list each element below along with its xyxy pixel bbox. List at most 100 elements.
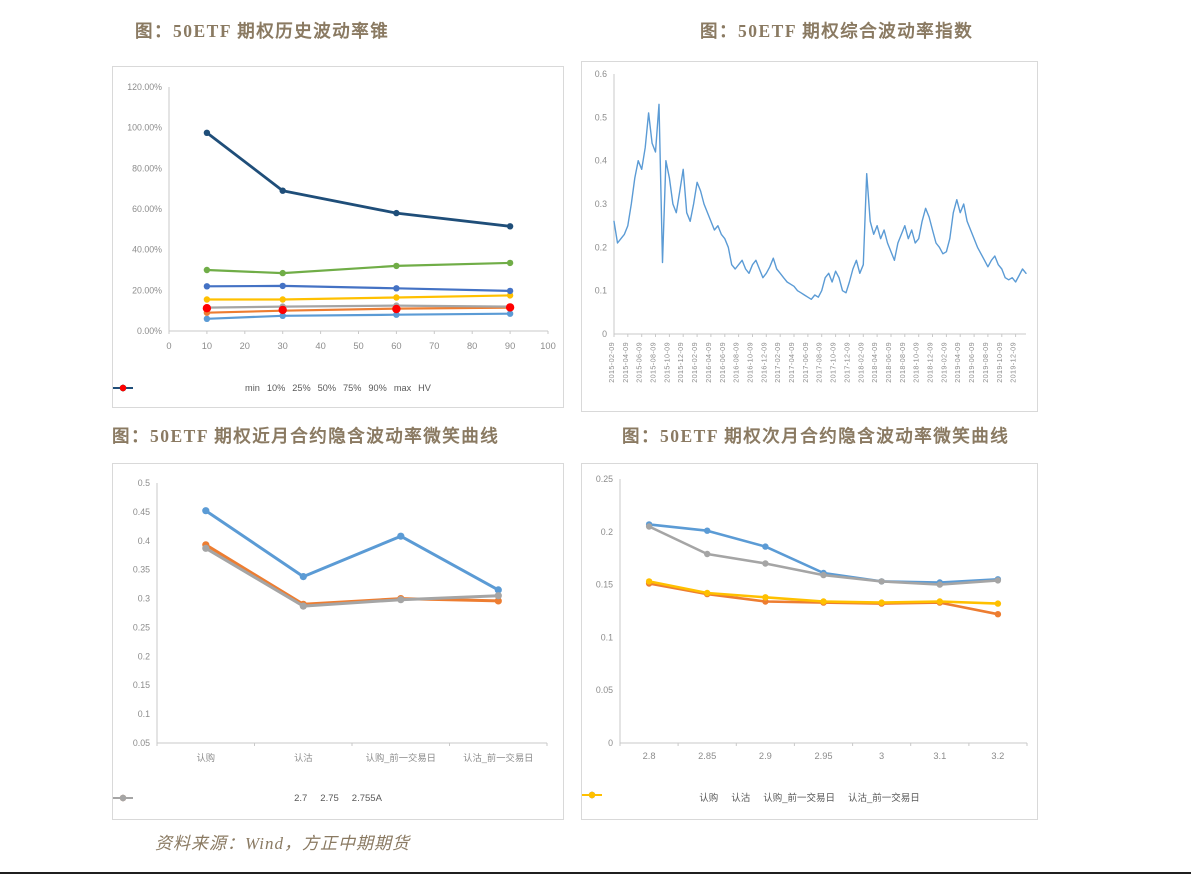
svg-text:2016-10-09: 2016-10-09 <box>746 342 755 383</box>
y-axis-labels: 0.00% 20.00% 40.00% 60.00% 80.00% 100.00% 120.… <box>127 82 162 336</box>
svg-text:2015-06-09: 2015-06-09 <box>635 342 644 383</box>
svg-text:2017-12-09: 2017-12-09 <box>842 342 851 383</box>
series-75% <box>203 282 514 295</box>
svg-text:0: 0 <box>166 341 171 351</box>
svg-text:2016-08-09: 2016-08-09 <box>732 342 741 383</box>
series-2.755A <box>202 544 502 610</box>
svg-text:2018-08-09: 2018-08-09 <box>898 342 907 383</box>
legend-item: 认购 <box>582 790 718 804</box>
series-min <box>203 310 514 322</box>
svg-text:100.00%: 100.00% <box>127 123 162 133</box>
y-axis-labels: 0 0.1 0.2 0.3 0.4 0.5 0.6 <box>595 69 607 339</box>
legend-label: 50% <box>317 383 337 393</box>
svg-text:0.25: 0.25 <box>133 622 150 632</box>
svg-text:2016-06-09: 2016-06-09 <box>718 342 727 383</box>
y-axis-labels: 0.05 0.1 0.15 0.2 0.25 0.3 0.35 0.4 0.45 0.5 <box>133 478 150 748</box>
svg-text:100: 100 <box>540 341 556 351</box>
svg-text:40: 40 <box>315 341 325 351</box>
svg-text:0.5: 0.5 <box>138 478 150 488</box>
series-50% <box>203 292 514 303</box>
legend-item: 认沽 <box>582 790 750 804</box>
series-HV <box>202 303 515 315</box>
svg-text:2019-08-09: 2019-08-09 <box>981 342 990 383</box>
x-axis-labels: 0 10 20 30 40 50 60 70 80 90 100 <box>166 331 556 351</box>
svg-text:认沽: 认沽 <box>294 752 313 763</box>
legend-label: 2.75 <box>320 793 339 804</box>
legend-label: 2.755A <box>351 793 382 804</box>
chart4-title: 图：50ETF 期权次月合约隐含波动率微笑曲线 <box>622 426 1010 446</box>
svg-text:50: 50 <box>353 341 363 351</box>
legend-item: 认购_前一交易日 <box>582 790 835 804</box>
svg-text:2019-10-09: 2019-10-09 <box>995 342 1004 383</box>
svg-text:70: 70 <box>429 341 439 351</box>
svg-text:10: 10 <box>202 341 212 351</box>
svg-text:0.25: 0.25 <box>596 474 613 484</box>
volatility-cone-chart: 0.00% 20.00% 40.00% 60.00% 80.00% 100.00% 120.… <box>127 82 556 351</box>
svg-text:2019-06-09: 2019-06-09 <box>967 342 976 383</box>
svg-text:认购_前一交易日: 认购_前一交易日 <box>366 752 436 763</box>
volatility-cone-legend: min 10% 25% 50% 75% 90% max HV <box>113 383 563 393</box>
legend-item: 50% <box>113 383 337 393</box>
svg-text:40.00%: 40.00% <box>132 245 162 255</box>
svg-text:2019-12-09: 2019-12-09 <box>1009 342 1018 383</box>
legend-item: min <box>113 383 260 393</box>
page-bottom-rule <box>0 872 1191 874</box>
legend-item: 10% <box>113 383 286 393</box>
svg-text:2015-08-09: 2015-08-09 <box>649 342 658 383</box>
legend-label: HV <box>418 383 431 393</box>
svg-text:0.45: 0.45 <box>133 507 150 517</box>
svg-text:2017-04-09: 2017-04-09 <box>787 342 796 383</box>
next-month-smile-chart: 0 0.05 0.1 0.15 0.2 0.25 2.8 2.85 2.9 2.95 3 3.1 3.2 <box>596 474 1028 761</box>
svg-text:60.00%: 60.00% <box>132 204 162 214</box>
series-认沽_前一交易日 <box>645 578 1002 607</box>
source-note: 资料来源：Wind，方正中期期货 <box>155 834 410 853</box>
legend-item: max <box>113 383 411 393</box>
svg-text:0.05: 0.05 <box>596 685 613 695</box>
svg-text:2016-04-09: 2016-04-09 <box>704 342 713 383</box>
svg-text:120.00%: 120.00% <box>127 82 162 92</box>
svg-text:80.00%: 80.00% <box>132 163 162 173</box>
svg-text:2018-04-09: 2018-04-09 <box>870 342 879 383</box>
svg-text:20.00%: 20.00% <box>132 285 162 295</box>
legend-label: min <box>245 383 260 393</box>
svg-text:2018-02-09: 2018-02-09 <box>856 342 865 383</box>
svg-text:0.15: 0.15 <box>133 680 150 690</box>
x-axis-labels: 认购 认沽 认购_前一交易日 认沽_前一交易日 <box>156 743 548 763</box>
svg-text:3: 3 <box>879 751 884 761</box>
x-axis-labels: 2015-02-09 2015-04-09 2015-06-09 2015-08-09… <box>607 334 1018 383</box>
near-month-smile-legend: 2.7 2.75 2.755A <box>113 793 563 804</box>
svg-text:0.4: 0.4 <box>595 156 607 166</box>
svg-text:3.2: 3.2 <box>991 751 1004 761</box>
legend-item: 90% <box>113 383 387 393</box>
series-90% <box>203 259 514 277</box>
axes <box>156 483 547 744</box>
legend-label: 2.7 <box>294 793 308 804</box>
legend-label: 75% <box>343 383 362 393</box>
svg-text:2017-08-09: 2017-08-09 <box>815 342 824 383</box>
svg-text:2018-06-09: 2018-06-09 <box>884 342 893 383</box>
series-认购_前一交易日 <box>645 523 1002 588</box>
svg-text:认购: 认购 <box>196 752 215 763</box>
svg-text:2017-06-09: 2017-06-09 <box>801 342 810 383</box>
svg-text:2017-10-09: 2017-10-09 <box>829 342 838 383</box>
svg-text:0.6: 0.6 <box>595 69 607 79</box>
legend-label: 25% <box>292 383 311 393</box>
legend-label: 90% <box>368 383 387 393</box>
legend-item: HV <box>119 383 431 393</box>
svg-text:60: 60 <box>391 341 401 351</box>
svg-text:0.00%: 0.00% <box>137 326 162 336</box>
x-axis-labels: 2.8 2.85 2.9 2.95 3 3.1 3.2 <box>619 743 1028 761</box>
svg-text:0.05: 0.05 <box>133 738 150 748</box>
svg-text:80: 80 <box>467 341 477 351</box>
svg-text:2015-12-09: 2015-12-09 <box>676 342 685 383</box>
axes <box>619 479 1027 744</box>
svg-text:0.4: 0.4 <box>138 536 150 546</box>
svg-text:认沽_前一交易日: 认沽_前一交易日 <box>463 752 533 763</box>
svg-text:90: 90 <box>505 341 515 351</box>
svg-text:0.5: 0.5 <box>595 112 607 122</box>
svg-text:2018-12-09: 2018-12-09 <box>926 342 935 383</box>
svg-text:0.15: 0.15 <box>596 580 613 590</box>
legend-label: 10% <box>266 383 286 393</box>
axes <box>613 74 1026 335</box>
